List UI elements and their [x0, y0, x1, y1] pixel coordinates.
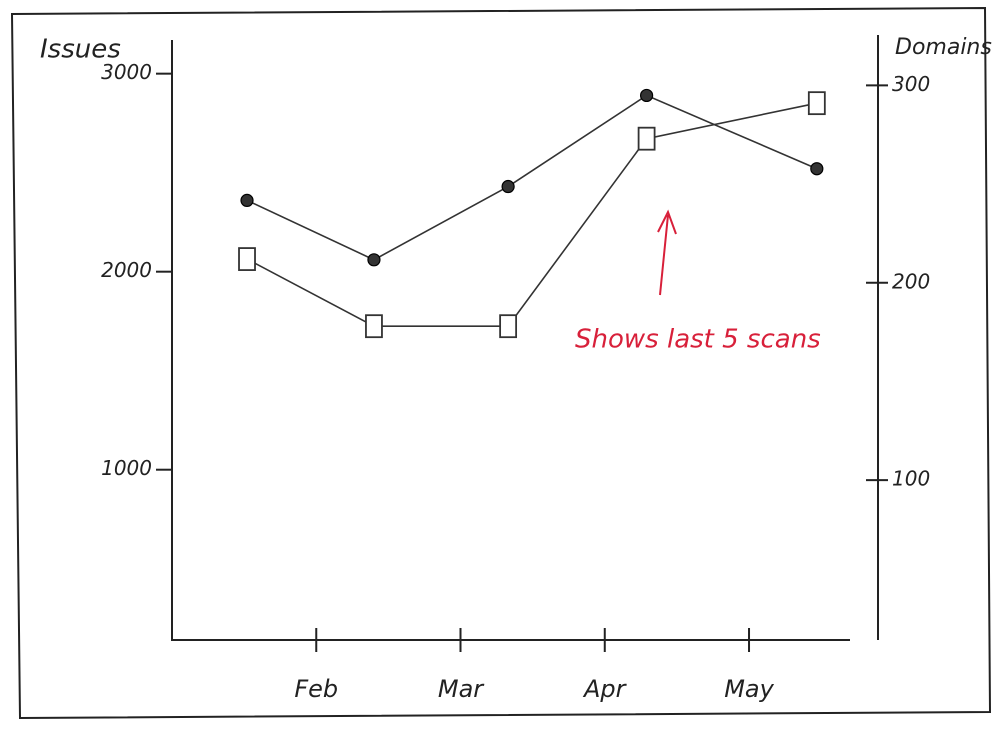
square-marker [499, 314, 518, 339]
annotation: Shows last 5 scans [575, 325, 821, 355]
x-tick-label: Feb [294, 675, 338, 703]
y-tick-label: 2000 [101, 258, 152, 282]
y2-tick-label: 100 [892, 467, 930, 491]
square-marker [807, 91, 826, 116]
square-marker [365, 314, 383, 339]
annotation-arrow [657, 209, 677, 296]
x-tick-label: Mar [438, 675, 485, 703]
circle-marker [639, 88, 654, 103]
x-tick-label: Apr [582, 675, 628, 703]
axes [171, 40, 850, 641]
y-axis-label: Issues [40, 35, 121, 65]
y2-tick-label: 300 [892, 72, 930, 96]
y2-tick-label: 200 [892, 269, 930, 293]
square-marker [238, 247, 256, 271]
y-tick-label: 1000 [101, 456, 152, 480]
y2-axis-label: Domains [895, 35, 992, 60]
circle-marker [810, 162, 824, 176]
y-tick-label: 3000 [101, 60, 152, 84]
frame [10, 6, 992, 720]
circle-marker [367, 253, 381, 267]
circle-marker [240, 193, 254, 207]
x-tick-label: May [724, 675, 774, 703]
square-marker [637, 126, 656, 151]
circle-marker [501, 179, 515, 194]
